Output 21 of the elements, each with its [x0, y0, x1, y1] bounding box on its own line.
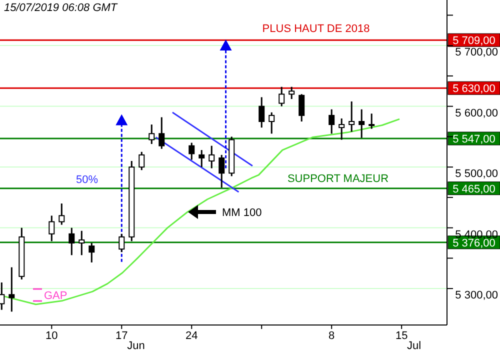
y-tick-label: 5 700,00 — [455, 46, 498, 59]
annotation: 50% — [76, 174, 98, 186]
annotation: GAP — [44, 290, 68, 302]
ref-line-label: 5 465,00 — [452, 183, 496, 196]
y-tick-label: 5 500,00 — [455, 168, 498, 180]
x-tick-label: 15 — [395, 330, 408, 342]
annotation: PLUS HAUT DE 2018 — [262, 23, 370, 35]
x-tick-label: 10 — [46, 330, 58, 342]
y-tick-label: 5 300,00 — [455, 290, 498, 302]
annotation: MM 100 — [222, 207, 262, 219]
text: Jun — [127, 340, 145, 350]
ref-line-label: 5 709,00 — [452, 35, 496, 48]
x-tick-label: 17 — [116, 330, 128, 342]
annotation: SUPPORT MAJEUR — [287, 173, 389, 185]
ref-line-label: 5 547,00 — [452, 134, 496, 146]
text: Jul — [406, 340, 422, 350]
annotation: 15/07/2019 06:08 GMT — [4, 2, 118, 14]
ref-line-label: 5 630,00 — [452, 83, 496, 96]
x-tick-label: 8 — [328, 330, 335, 342]
y-tick-label: 5 600,00 — [455, 107, 498, 120]
x-tick-label: 24 — [186, 330, 198, 342]
